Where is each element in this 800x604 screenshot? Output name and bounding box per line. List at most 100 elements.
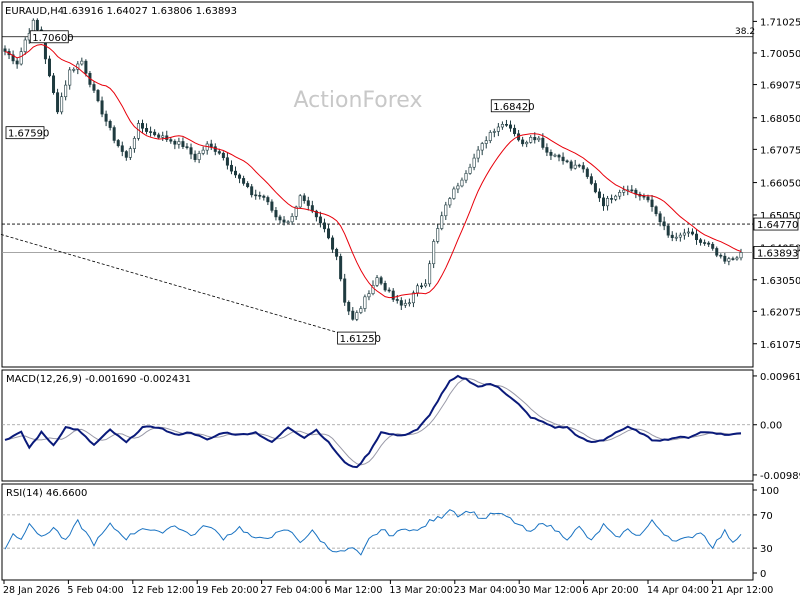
annotation-box — [337, 331, 377, 345]
candle-body — [682, 232, 686, 236]
watermark-text: ActionForex — [294, 88, 423, 113]
candle-body — [602, 197, 606, 207]
candle-body — [298, 195, 302, 208]
current-price-label: 1.63893 — [757, 248, 798, 259]
candle-body — [339, 256, 343, 280]
candle-body — [286, 221, 290, 224]
candle-body — [666, 225, 670, 236]
candle-body — [217, 151, 221, 154]
candle-body — [351, 310, 355, 320]
annotation-box — [29, 30, 69, 44]
candle-body — [553, 154, 557, 157]
candle-body — [448, 198, 452, 206]
macd-panel[interactable] — [1, 369, 754, 482]
macd-series: 0.009618 0.00 -0.009892 — [2, 372, 800, 482]
price-overlays: 1.70600 1.67590 1.68420 1.61250 — [4, 30, 742, 345]
price-panel[interactable] — [1, 1, 754, 368]
candle-body — [513, 127, 517, 135]
candle-body — [452, 188, 456, 199]
annotation-label: 1.67590 — [8, 129, 49, 140]
candle-body — [209, 143, 213, 147]
current-price-box — [753, 246, 799, 259]
rsi-tick-label: 0 — [760, 569, 766, 580]
candle-body — [541, 137, 545, 148]
candle-body — [3, 48, 7, 52]
price-annotation-3: 1.61250 — [337, 331, 381, 345]
time-tick-label: 13 Mar 20:00 — [389, 585, 452, 596]
annotation-box — [490, 99, 530, 113]
candle-body — [488, 132, 492, 141]
candle-body — [250, 186, 254, 196]
candle-body — [731, 258, 735, 260]
candle-body — [52, 75, 56, 93]
candle-body — [132, 138, 136, 149]
time-tick-label: 19 Feb 20:00 — [196, 585, 258, 596]
candle-body — [254, 194, 258, 197]
price-axis: 1.71025 1.70050 1.69075 1.68050 1.67075 1.660… — [735, 17, 800, 350]
candle-body — [468, 166, 472, 174]
price-reference-lines — [0, 36, 753, 339]
candle-body — [460, 179, 464, 187]
candle-body — [68, 69, 72, 86]
candle-body — [642, 195, 646, 198]
candle-body — [306, 200, 310, 206]
price-annotation-1: 1.67590 — [5, 126, 49, 140]
annotation-label: 1.70600 — [32, 33, 73, 44]
candle-body — [47, 58, 51, 77]
price-tick-label: 1.66050 — [760, 179, 800, 190]
candle-body — [529, 137, 533, 143]
candle-body — [569, 161, 573, 169]
candle-body — [270, 201, 274, 211]
candle-body — [201, 149, 205, 154]
candle-body — [719, 254, 723, 257]
candle-body — [678, 234, 682, 238]
candle-body — [545, 147, 549, 153]
candle-body — [521, 139, 525, 145]
candle-body — [290, 216, 294, 223]
candle-body — [383, 283, 387, 291]
candle-body — [258, 195, 262, 197]
candle-body — [549, 151, 553, 156]
macd-tick-label: 0.009618 — [760, 372, 800, 383]
price-annotation-2: 1.68420 — [490, 99, 535, 113]
candle-body — [525, 142, 529, 145]
candle-body — [242, 178, 246, 184]
candle-body — [715, 248, 719, 256]
candle-body — [108, 121, 112, 128]
level-box — [753, 217, 799, 231]
price-tick-label: 1.69075 — [760, 81, 800, 92]
candle-body — [128, 148, 132, 158]
candle-body — [407, 302, 411, 305]
candle-body — [11, 54, 15, 62]
candle-body — [432, 241, 436, 265]
candle-body — [173, 140, 177, 145]
candle-body — [537, 137, 541, 141]
macd-signal-line — [4, 377, 742, 466]
time-tick-label: 28 Jan 2026 — [3, 585, 60, 596]
price-annotation-0: 1.70600 — [29, 30, 74, 44]
candle-body — [80, 60, 84, 65]
rsi-tick-label: 30 — [760, 544, 773, 555]
candle-body — [670, 234, 674, 238]
candle-body — [60, 96, 64, 113]
candle-body — [96, 90, 100, 102]
candle-body — [363, 296, 367, 309]
candle-body — [282, 219, 286, 223]
candle-body — [597, 191, 601, 199]
candle-body — [581, 165, 585, 170]
candle-body — [294, 206, 298, 217]
candle-body — [690, 231, 694, 235]
candle-body — [662, 221, 666, 227]
candle-body — [622, 189, 626, 193]
candle-body — [436, 228, 440, 242]
candle-body — [573, 164, 577, 169]
candle-body — [314, 210, 318, 218]
rsi-panel[interactable] — [1, 483, 754, 581]
price-tick-label: 1.68050 — [760, 114, 800, 125]
price-tick-label: 1.67075 — [760, 145, 800, 156]
candle-body — [266, 197, 270, 203]
candle-body — [367, 293, 371, 298]
candle-body — [428, 263, 432, 285]
candle-body — [577, 164, 581, 167]
